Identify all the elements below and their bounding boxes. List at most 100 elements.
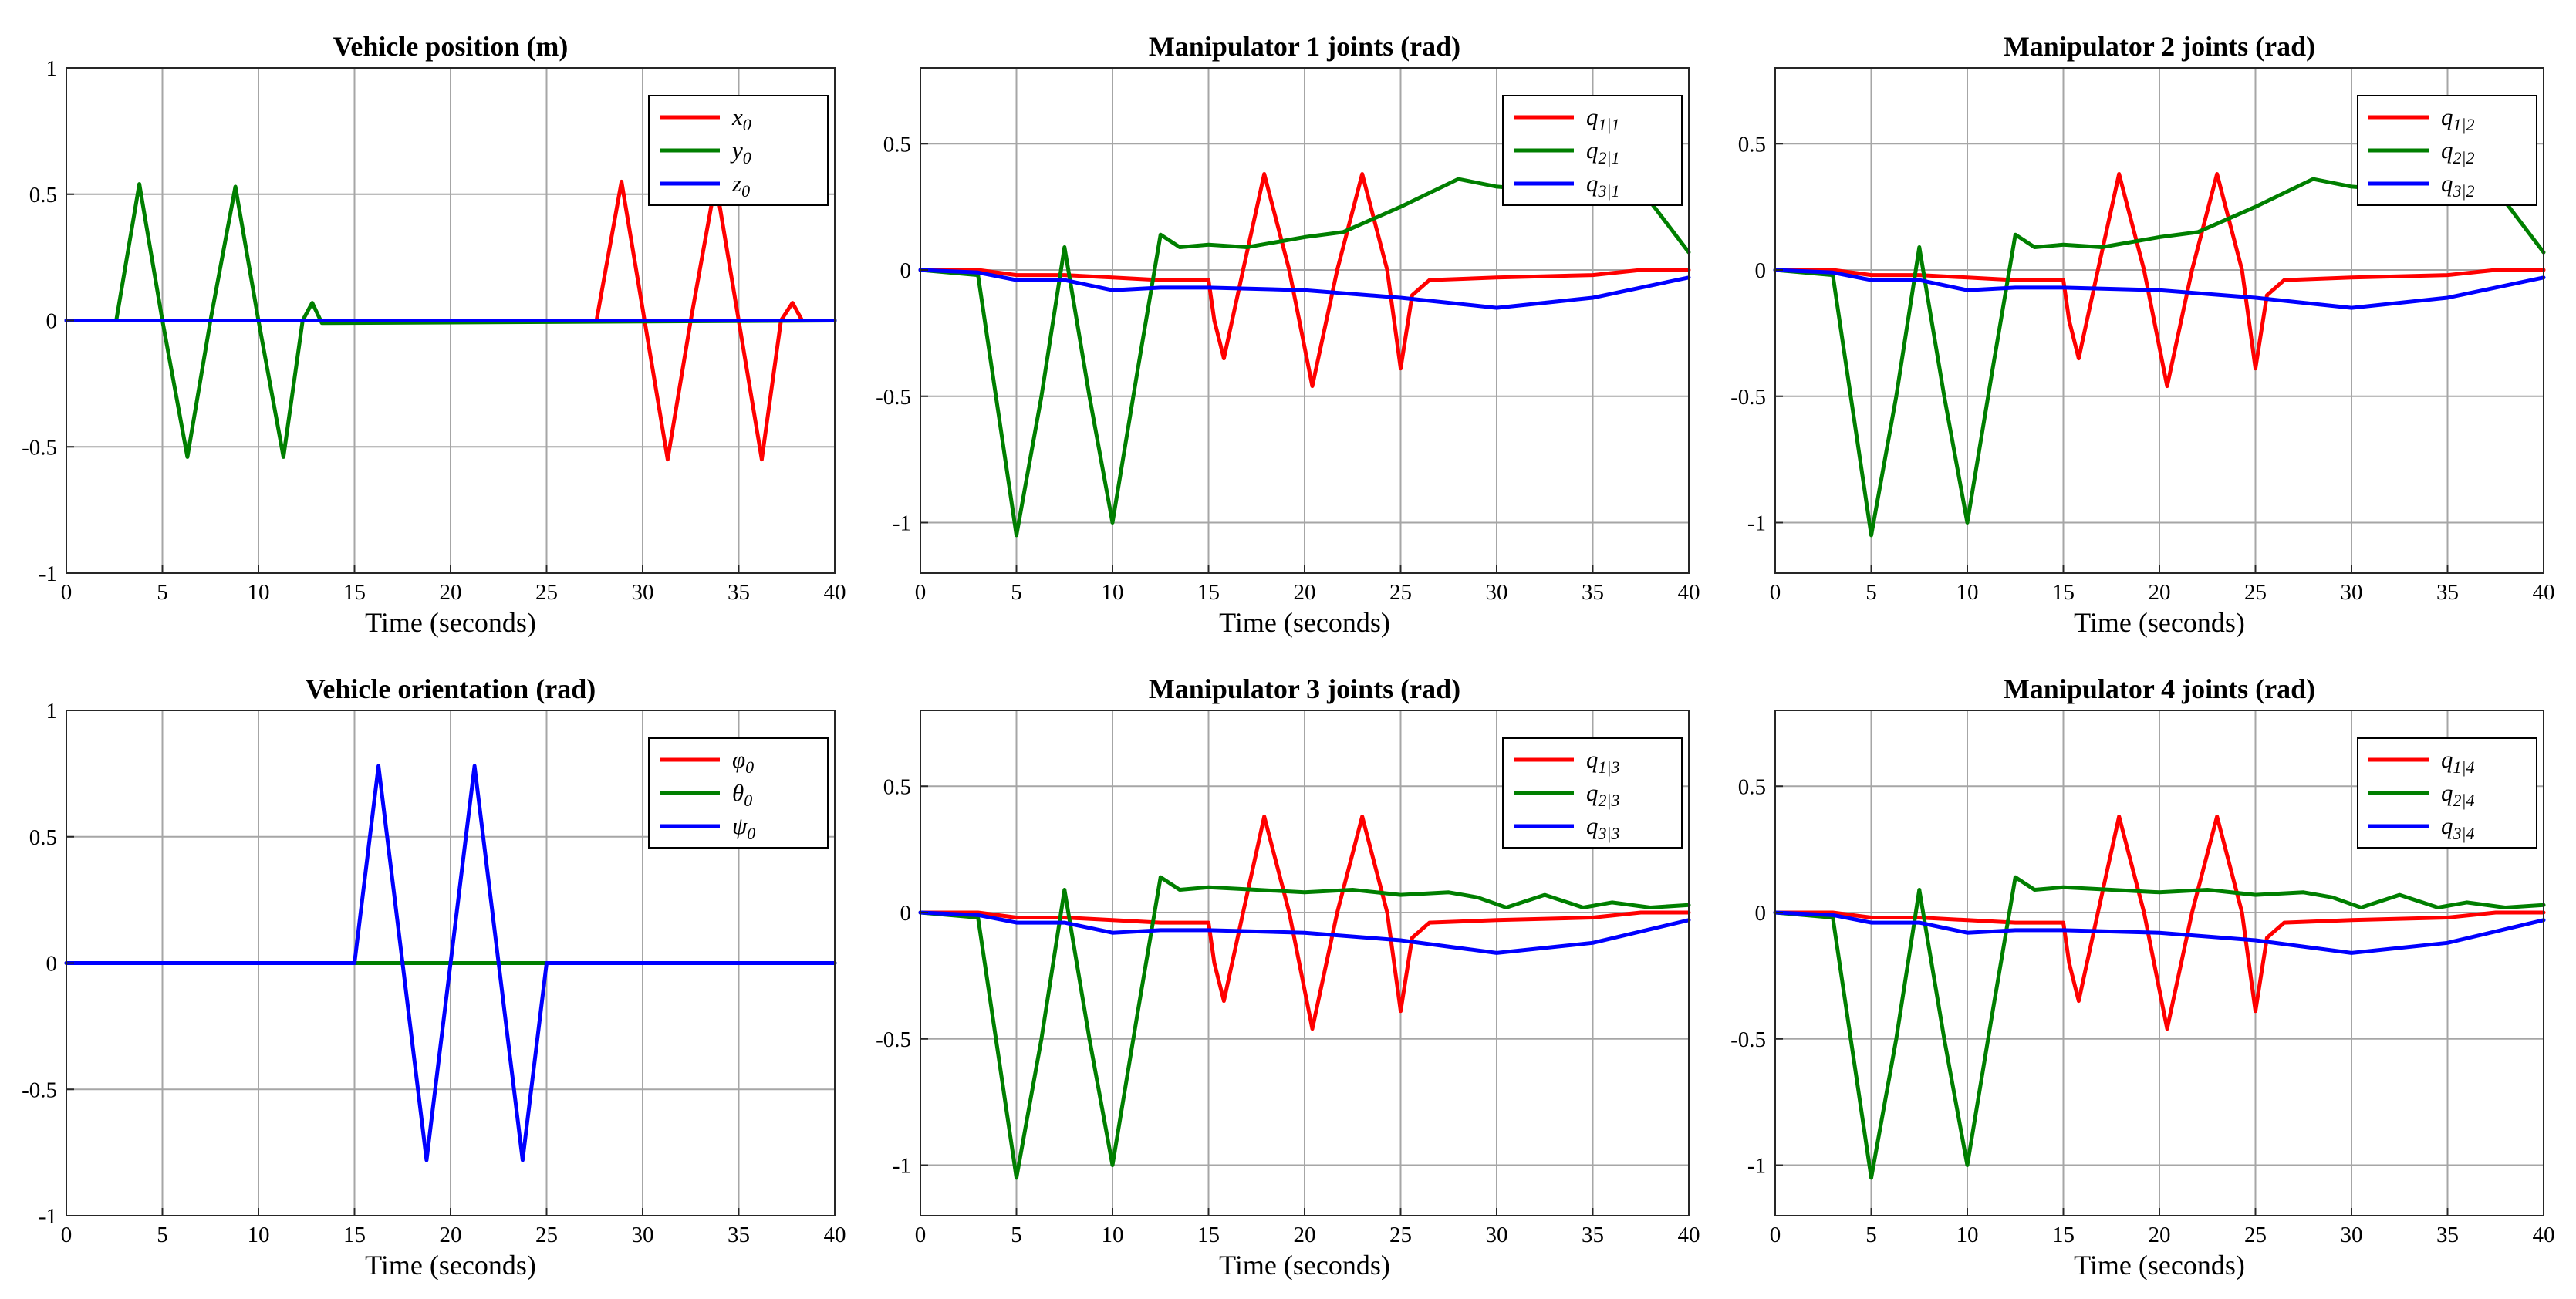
series-line-q1|3 — [918, 815, 1691, 1031]
x-tick-label: 5 — [157, 580, 168, 605]
legend-subscript: 1|1 — [1599, 115, 1620, 134]
legend-subscript: 2|1 — [1599, 148, 1620, 167]
y-tick-label: -1 — [1747, 511, 1766, 536]
legend-entry: q1|2 — [2441, 103, 2475, 134]
x-tick-label: 40 — [824, 1223, 846, 1247]
series-line-q1|2 — [1773, 172, 2546, 389]
subplot-1: 0 5 10 15 20 25 30 35 40 -1 -0.5 0 0.5 1 Vehicle posit… — [22, 31, 846, 638]
x-axis-label: Time (seconds) — [365, 607, 536, 638]
x-tick-label: 30 — [2341, 1223, 2363, 1247]
legend-symbol: q — [2441, 746, 2453, 773]
x-tick-label: 15 — [2052, 580, 2075, 605]
legend-subscript: 1|2 — [2453, 115, 2475, 134]
x-tick-label: 5 — [157, 1223, 168, 1247]
x-tick-label: 0 — [61, 580, 73, 605]
series-line-q3|1 — [918, 268, 1691, 310]
x-axis-label: Time (seconds) — [2074, 1250, 2245, 1280]
legend-subscript: 3|3 — [1598, 824, 1620, 843]
x-tick-label: 25 — [2244, 1223, 2267, 1247]
x-tick-label: 5 — [1865, 1223, 1877, 1247]
legend-entry: φ0 — [732, 746, 754, 777]
x-tick-label: 35 — [2436, 1223, 2459, 1247]
x-tick-label: 20 — [2149, 1223, 2171, 1247]
y-tick-label: -0.5 — [1730, 1027, 1766, 1052]
series-line-q2|2 — [1773, 177, 2546, 538]
legend-symbol: q — [1586, 170, 1599, 197]
series-line-q3|2 — [1773, 268, 2546, 310]
y-tick-label: -0.5 — [876, 385, 911, 410]
y-tick-label: 0 — [46, 952, 58, 977]
legend: q1|2q2|2q3|2 — [2357, 95, 2537, 206]
x-tick-label: 10 — [1956, 1223, 1979, 1247]
x-tick-label: 40 — [2533, 580, 2555, 605]
legend-entry: q3|4 — [2441, 812, 2475, 843]
subplot-title: Manipulator 3 joints (rad) — [1149, 673, 1460, 704]
x-axis-label: Time (seconds) — [1219, 1250, 1390, 1280]
x-tick-label: 30 — [632, 580, 654, 605]
y-tick-label: 0 — [900, 901, 912, 926]
legend-subscript: 0 — [743, 115, 751, 134]
y-tick-label: 0.5 — [29, 825, 57, 850]
x-tick-label: 35 — [728, 580, 750, 605]
legend-subscript: 0 — [744, 791, 752, 810]
legend-entry: z0 — [731, 170, 750, 201]
legend-symbol: q — [2441, 137, 2453, 164]
x-tick-label: 40 — [1678, 580, 1700, 605]
legend-subscript: 0 — [743, 148, 751, 167]
legend-symbol: q — [1586, 746, 1599, 773]
series-line-q1|1 — [918, 172, 1691, 389]
y-tick-label: 0.5 — [1738, 774, 1766, 799]
y-tick-label: 0 — [1755, 258, 1767, 283]
x-tick-label: 20 — [1294, 1223, 1316, 1247]
legend-entry: y0 — [730, 137, 751, 167]
legend-symbol: q — [2441, 779, 2453, 806]
y-tick-label: -0.5 — [876, 1027, 911, 1052]
y-tick-label: 0.5 — [883, 132, 911, 157]
y-tick-label: 0.5 — [1738, 132, 1766, 157]
y-tick-label: 0.5 — [29, 183, 57, 208]
legend-symbol: q — [1586, 779, 1599, 806]
legend-symbol: q — [1586, 137, 1599, 164]
x-tick-label: 25 — [535, 580, 558, 605]
x-tick-label: 25 — [535, 1223, 558, 1247]
x-tick-label: 35 — [1582, 580, 1604, 605]
legend-symbol: z — [731, 170, 741, 197]
legend-entry: θ0 — [732, 779, 752, 810]
x-tick-label: 10 — [1102, 1223, 1124, 1247]
x-tick-label: 0 — [915, 580, 927, 605]
legend-entry: q2|2 — [2441, 137, 2475, 167]
x-tick-label: 20 — [440, 580, 462, 605]
legend-entry: x0 — [731, 103, 751, 134]
y-tick-label: 0 — [1755, 901, 1767, 926]
legend-subscript: 0 — [745, 757, 754, 777]
subplot-5: 0 5 10 15 20 25 30 35 40 -1 -0.5 0 0.5 Manipulator 3 … — [876, 673, 1700, 1280]
series-line-q2|4 — [1773, 875, 2546, 1180]
legend-subscript: 2|4 — [2453, 791, 2475, 810]
legend-symbol: q — [2441, 812, 2453, 839]
x-axis-label: Time (seconds) — [2074, 607, 2245, 638]
x-tick-label: 40 — [1678, 1223, 1700, 1247]
legend-symbol: q — [1586, 812, 1599, 839]
subplot-title: Manipulator 2 joints (rad) — [2004, 31, 2315, 62]
y-tick-label: -1 — [893, 511, 911, 536]
series-line-q3|4 — [1773, 910, 2546, 955]
legend-entry: q2|4 — [2441, 779, 2475, 810]
y-tick-label: -1 — [893, 1154, 911, 1179]
series-line-q1|4 — [1773, 815, 2546, 1031]
legend-subscript: 3|2 — [2453, 181, 2475, 201]
series-line-q2|1 — [918, 177, 1691, 538]
x-tick-label: 25 — [1389, 1223, 1412, 1247]
x-tick-label: 15 — [1197, 1223, 1220, 1247]
x-tick-label: 5 — [1865, 580, 1877, 605]
y-tick-label: -1 — [39, 562, 57, 586]
legend-symbol: x — [731, 103, 743, 130]
legend-subscript: 1|4 — [2453, 757, 2475, 777]
x-tick-label: 10 — [248, 580, 270, 605]
x-tick-label: 35 — [2436, 580, 2459, 605]
legend-entry: q2|3 — [1586, 779, 1620, 810]
subplot-title: Manipulator 1 joints (rad) — [1149, 31, 1460, 62]
x-axis-label: Time (seconds) — [365, 1250, 536, 1280]
legend-entry: q3|2 — [2441, 170, 2475, 201]
x-tick-label: 25 — [1389, 580, 1412, 605]
